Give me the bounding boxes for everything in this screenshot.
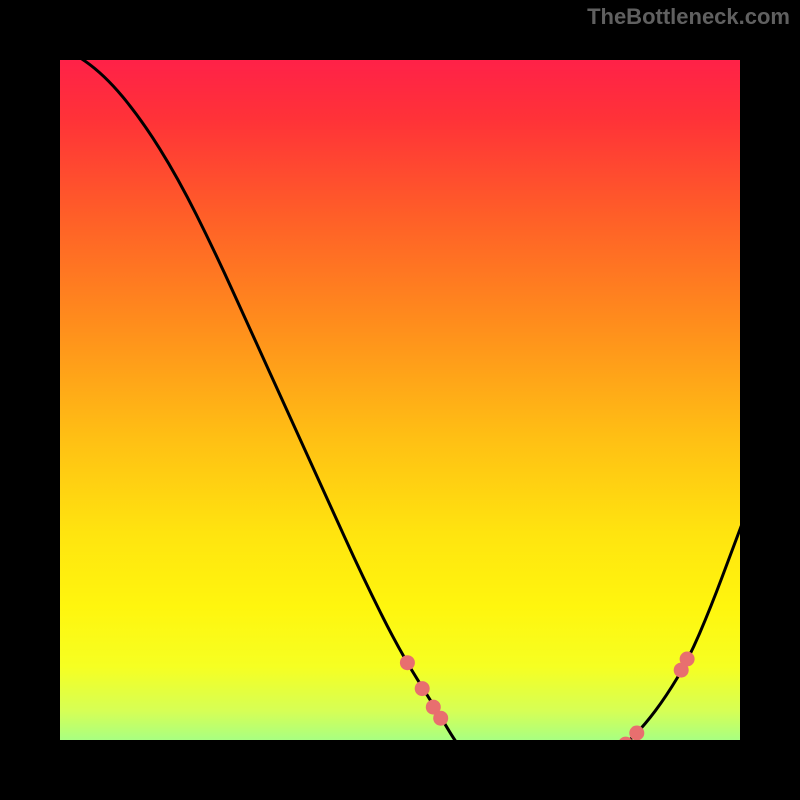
chart-container: TheBottleneck.com (0, 0, 800, 800)
bottleneck-curve-chart (0, 0, 800, 800)
data-marker (415, 681, 430, 696)
data-marker (433, 711, 448, 726)
data-marker (400, 655, 415, 670)
data-marker (680, 652, 695, 667)
data-marker (629, 726, 644, 741)
watermark-label: TheBottleneck.com (587, 4, 790, 30)
